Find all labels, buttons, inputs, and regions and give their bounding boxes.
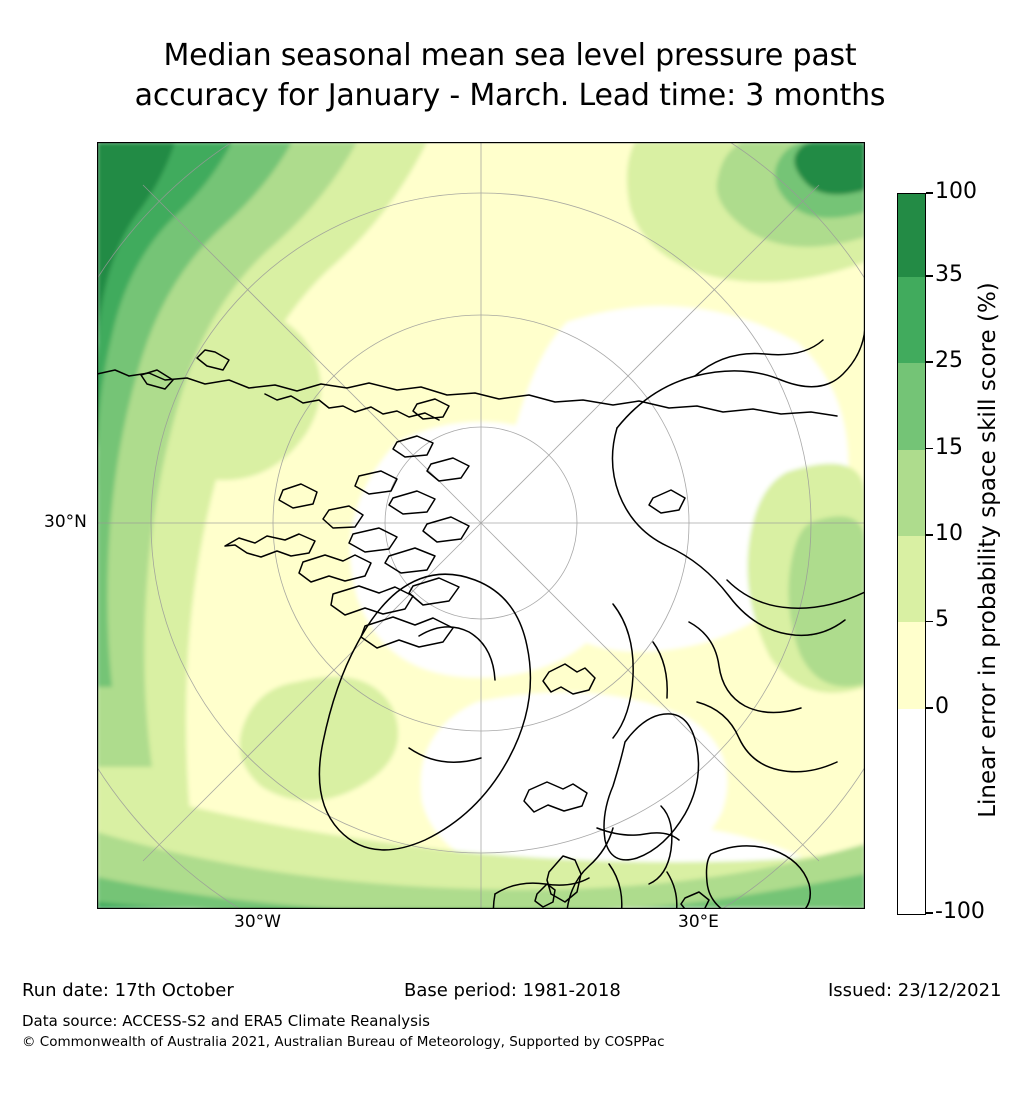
page-title-line-1: Median seasonal mean sea level pressure …	[163, 38, 857, 73]
colorbar-tick-label: 35	[935, 261, 963, 287]
base-period-text: Base period: 1981-2018	[404, 980, 621, 1001]
colorbar-axis-label-text: Linear error in probability space skill …	[975, 282, 1001, 818]
colorbar-band-5	[898, 276, 925, 364]
issued-date-text: Issued: 23/12/2021	[828, 980, 1002, 1001]
data-source-text: Data source: ACCESS-S2 and ERA5 Climate …	[22, 1012, 430, 1030]
colorbar-band-2	[898, 536, 925, 623]
colorbar-axis-label: Linear error in probability space skill …	[968, 170, 1008, 930]
colorbar-band-1	[898, 622, 925, 709]
axis-label-lat-30n: 30°N	[44, 512, 87, 532]
footer: Run date: 17th October Base period: 1981…	[0, 980, 1020, 1050]
colorbar-tick-label: 5	[935, 607, 949, 633]
footer-row-primary: Run date: 17th October Base period: 1981…	[0, 980, 1020, 1008]
colorbar-tick-label: 25	[935, 348, 963, 374]
colorbar-band-3	[898, 449, 925, 536]
colorbar-tick-mark	[926, 275, 933, 277]
colorbar-tick-label: 100	[935, 179, 977, 204]
colorbar-tick-mark	[926, 707, 933, 709]
copyright-text: © Commonwealth of Australia 2021, Austra…	[22, 1034, 665, 1050]
map-canvas	[97, 142, 865, 909]
polar-stereographic-map	[97, 142, 865, 909]
colorbar-tick-mark	[926, 447, 933, 450]
axis-label-lon-30e: 30°E	[678, 912, 719, 932]
colorbar-band-4	[898, 363, 925, 450]
page-title-line-2: accuracy for January - March. Lead time:…	[134, 78, 886, 113]
colorbar-tick-mark	[926, 534, 933, 536]
colorbar-ticks: -100 0 5 10 15 25 35 100	[926, 180, 1006, 924]
graticule	[97, 142, 865, 909]
colorbar-tick-mark	[926, 361, 933, 363]
colorbar-tick-label: -100	[935, 899, 985, 924]
colorbar-tick-mark	[926, 912, 933, 914]
page-title: Median seasonal mean sea level pressure …	[0, 36, 1020, 116]
coastlines	[97, 327, 865, 909]
colorbar-band-6	[898, 194, 925, 277]
colorbar	[897, 193, 926, 915]
colorbar-tick-mark	[926, 192, 933, 194]
axis-label-lon-30w: 30°W	[234, 912, 281, 932]
run-date-text: Run date: 17th October	[22, 980, 234, 1001]
colorbar-tick-label: 0	[935, 693, 949, 719]
colorbar-band-0	[898, 708, 925, 914]
colorbar-tick-mark	[926, 620, 933, 623]
colorbar-tick-label: 10	[935, 521, 963, 546]
map-frame	[97, 142, 865, 909]
colorbar-tick-label: 15	[935, 434, 963, 460]
